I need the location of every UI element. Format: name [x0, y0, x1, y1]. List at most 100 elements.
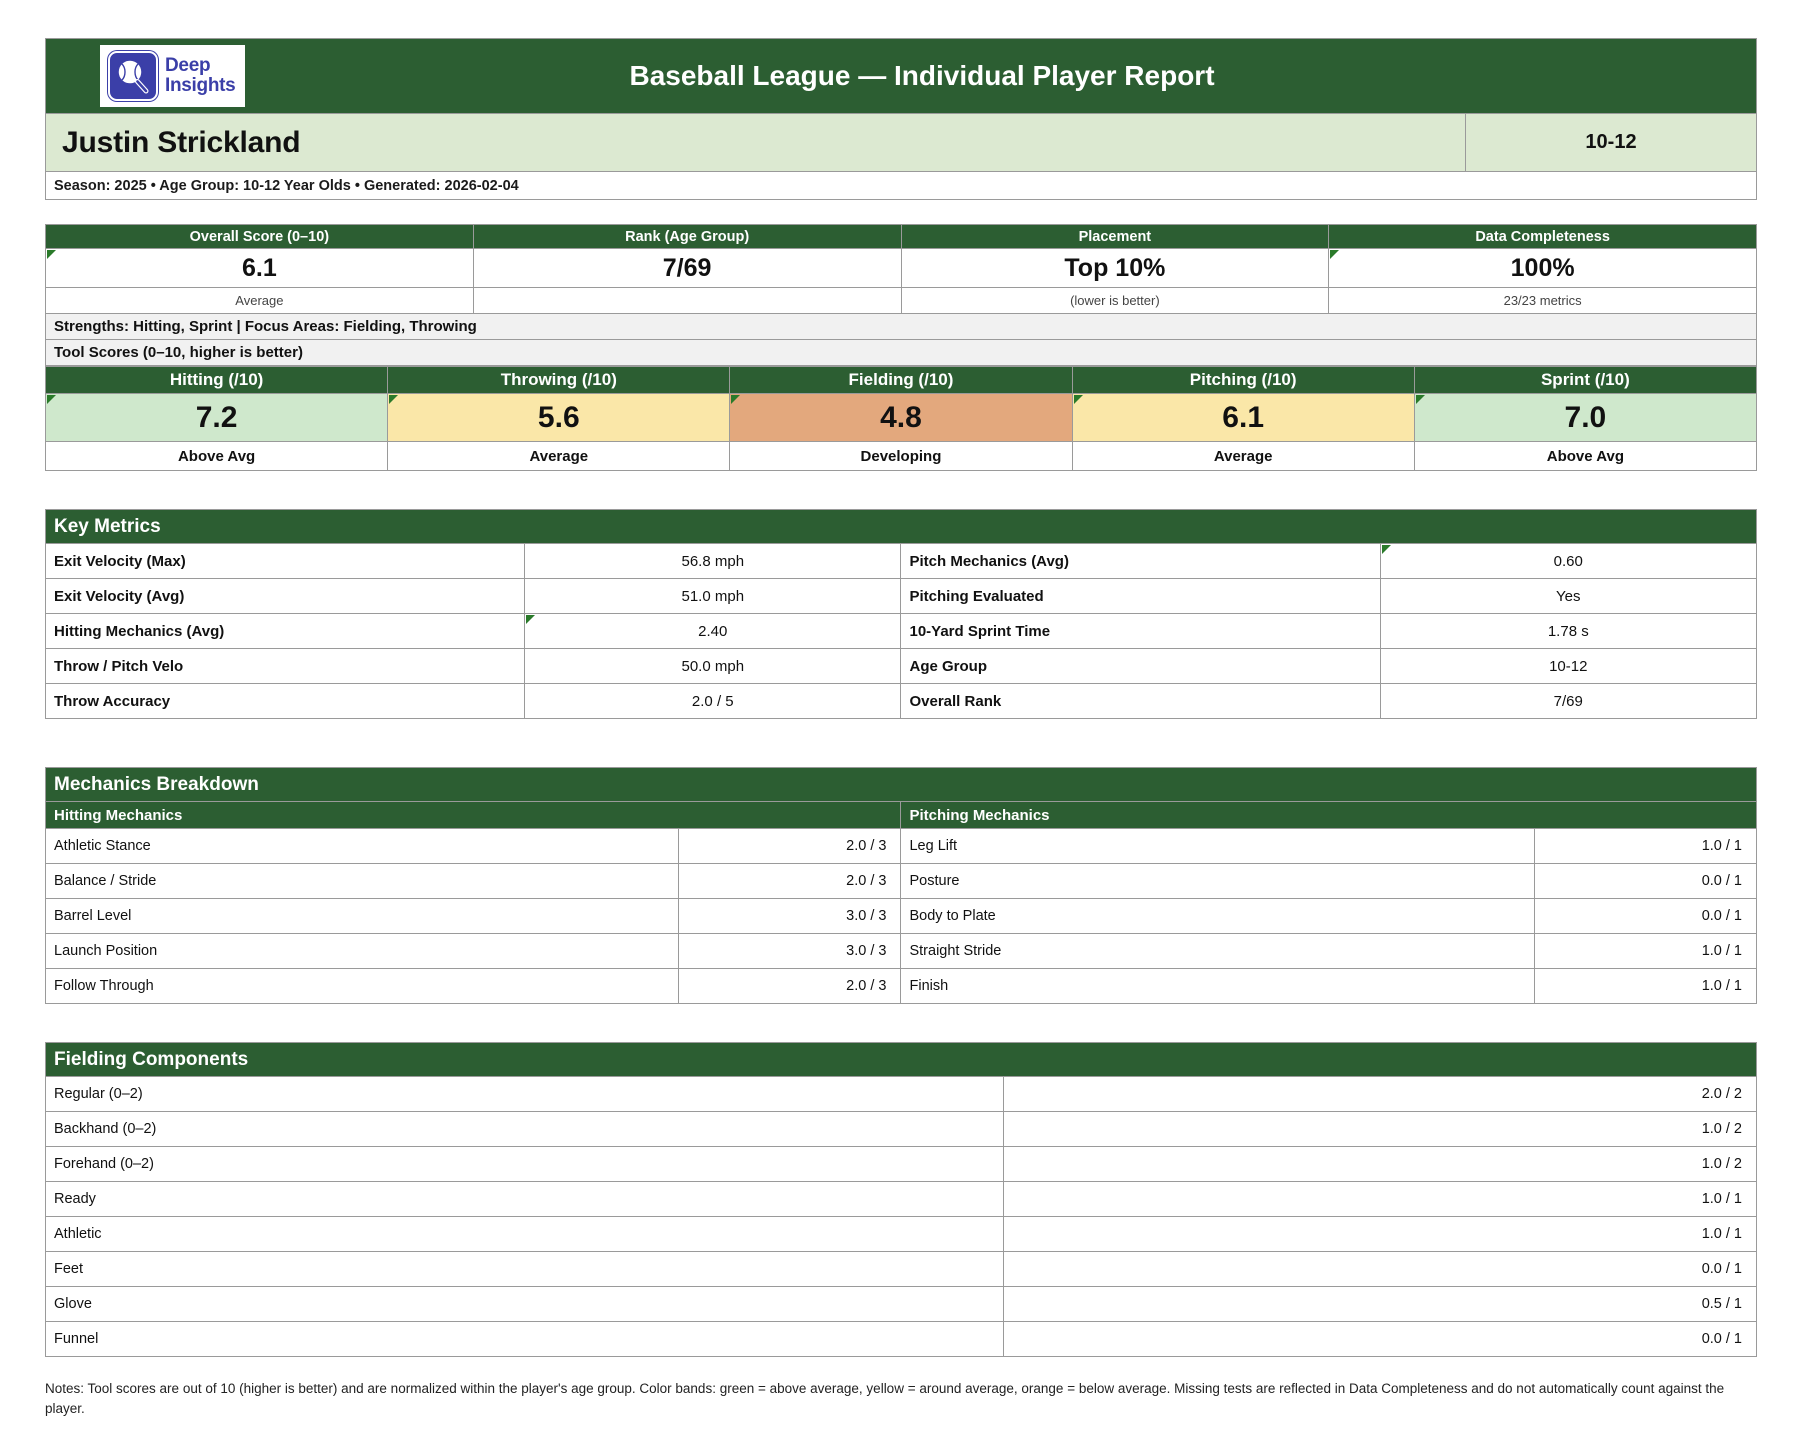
tool-sub-1: Average	[387, 441, 731, 471]
fielding-value: 0.0 / 1	[1003, 1251, 1757, 1287]
fielding-label: Ready	[44, 1181, 1005, 1217]
key-metrics-title-row: Key Metrics	[45, 509, 1757, 544]
kpi-label-0: Overall Score (0–10)	[45, 224, 474, 249]
page-title: Baseball League — Individual Player Repo…	[629, 60, 1215, 91]
kpi-sub-1	[472, 287, 902, 314]
tool-value-3: 6.1	[1071, 393, 1415, 442]
metric-label: Age Group	[900, 648, 1381, 684]
tool-header-row: Hitting (/10) Throwing (/10) Fielding (/…	[44, 366, 1758, 394]
table-row: Balance / Stride 2.0 / 3 Posture 0.0 / 1	[44, 863, 1758, 899]
key-metrics-table: Key Metrics Exit Velocity (Max) 56.8 mph…	[44, 509, 1758, 719]
report-header: Deep Insights Baseball League — Individu…	[45, 38, 1757, 114]
fielding-label: Athletic	[44, 1216, 1005, 1252]
mechanic-label: Finish	[900, 968, 1535, 1004]
brand-line-2: Insights	[165, 75, 236, 96]
mechanic-label: Athletic Stance	[44, 828, 680, 864]
tool-value-1: 5.6	[387, 393, 731, 442]
tool-label-2: Fielding (/10)	[729, 366, 1073, 394]
tool-sub-4: Above Avg	[1413, 441, 1758, 471]
kpi-value-0: 6.1	[45, 248, 474, 288]
footer-notes: Notes: Tool scores are out of 10 (higher…	[45, 1381, 1725, 1416]
mechanic-label: Balance / Stride	[44, 863, 680, 899]
fielding-value: 1.0 / 2	[1003, 1146, 1757, 1182]
metric-value: 2.0 / 5	[524, 683, 902, 719]
tool-value-4: 7.0	[1413, 393, 1758, 442]
fielding-value: 1.0 / 2	[1003, 1111, 1757, 1147]
table-row: Regular (0–2) 2.0 / 2	[44, 1076, 1757, 1112]
pitching-mechanics-header: Pitching Mechanics	[900, 801, 1757, 829]
age-group-badge: 10-12	[1465, 114, 1756, 171]
key-metrics-title: Key Metrics	[45, 509, 1757, 544]
metric-label: Pitch Mechanics (Avg)	[900, 543, 1381, 579]
mechanic-value: 2.0 / 3	[678, 968, 902, 1004]
kpi-label-1: Rank (Age Group)	[472, 224, 902, 249]
table-row: Exit Velocity (Max) 56.8 mph Pitch Mecha…	[44, 543, 1758, 579]
metric-value: 50.0 mph	[524, 648, 902, 684]
fielding-label: Feet	[44, 1251, 1005, 1287]
fielding-value: 2.0 / 2	[1003, 1076, 1757, 1112]
mechanics-title: Mechanics Breakdown	[45, 767, 1757, 802]
mechanics-title-row: Mechanics Breakdown	[45, 767, 1757, 802]
kpi-value-row: 6.1 7/69 Top 10% 100%	[45, 248, 1757, 288]
table-row: Hitting Mechanics (Avg) 2.40 10-Yard Spr…	[44, 613, 1758, 649]
metric-label: Exit Velocity (Max)	[44, 543, 526, 579]
metric-label: Pitching Evaluated	[900, 578, 1381, 614]
table-row: Feet 0.0 / 1	[44, 1251, 1757, 1287]
fielding-value: 0.0 / 1	[1003, 1321, 1757, 1357]
table-row: Backhand (0–2) 1.0 / 2	[44, 1111, 1757, 1147]
fielding-title-row: Fielding Components	[45, 1042, 1757, 1077]
mechanic-label: Body to Plate	[900, 898, 1535, 934]
tool-sub-2: Developing	[729, 441, 1073, 471]
metric-value: 10-12	[1379, 648, 1758, 684]
mechanic-label: Posture	[900, 863, 1535, 899]
report-meta-line: Season: 2025 • Age Group: 10-12 Year Old…	[45, 172, 1757, 200]
mechanic-value: 1.0 / 1	[1533, 828, 1758, 864]
table-row: Forehand (0–2) 1.0 / 2	[44, 1146, 1757, 1182]
tool-sub-3: Average	[1071, 441, 1415, 471]
tool-value-2: 4.8	[729, 393, 1073, 442]
kpi-sub-3: 23/23 metrics	[1328, 287, 1757, 314]
tool-label-0: Hitting (/10)	[44, 366, 389, 394]
metric-value: 7/69	[1379, 683, 1758, 719]
mechanic-value: 1.0 / 1	[1533, 933, 1758, 969]
table-row: Funnel 0.0 / 1	[44, 1321, 1757, 1357]
fielding-label: Forehand (0–2)	[44, 1146, 1005, 1182]
mechanic-label: Barrel Level	[44, 898, 680, 934]
player-band: Justin Strickland 10-12	[45, 114, 1757, 172]
brand-wordmark: Deep Insights	[165, 56, 236, 96]
metric-value: 0.60	[1379, 543, 1758, 579]
kpi-sub-2: (lower is better)	[900, 287, 1330, 314]
fielding-label: Funnel	[44, 1321, 1005, 1357]
kpi-sub-0: Average	[45, 287, 474, 314]
mechanic-label: Launch Position	[44, 933, 680, 969]
fielding-components-table: Fielding Components Regular (0–2) 2.0 / …	[44, 1042, 1757, 1357]
tool-scores-table: Hitting (/10) Throwing (/10) Fielding (/…	[44, 366, 1758, 471]
kpi-sub-row: Average (lower is better) 23/23 metrics	[45, 287, 1757, 314]
metric-label: Throw / Pitch Velo	[44, 648, 526, 684]
mechanics-subheader-row: Hitting Mechanics Pitching Mechanics	[44, 801, 1757, 829]
logo-cell: Deep Insights	[46, 39, 268, 113]
tool-sub-row: Above Avg Average Developing Average Abo…	[44, 441, 1758, 471]
table-row: Athletic 1.0 / 1	[44, 1216, 1757, 1252]
fielding-value: 1.0 / 1	[1003, 1181, 1757, 1217]
kpi-table: Overall Score (0–10) Rank (Age Group) Pl…	[45, 224, 1757, 314]
fielding-label: Backhand (0–2)	[44, 1111, 1005, 1147]
fielding-label: Glove	[44, 1286, 1005, 1322]
table-row: Exit Velocity (Avg) 51.0 mph Pitching Ev…	[44, 578, 1758, 614]
table-row: Throw / Pitch Velo 50.0 mph Age Group 10…	[44, 648, 1758, 684]
mechanic-value: 2.0 / 3	[678, 828, 902, 864]
tool-label-3: Pitching (/10)	[1071, 366, 1415, 394]
brand-logo: Deep Insights	[100, 45, 246, 107]
metric-label: 10-Yard Sprint Time	[900, 613, 1381, 649]
hitting-mechanics-header: Hitting Mechanics	[44, 801, 902, 829]
player-name: Justin Strickland	[62, 125, 301, 159]
metric-value: 51.0 mph	[524, 578, 902, 614]
mechanics-breakdown-table: Mechanics Breakdown Hitting Mechanics Pi…	[44, 767, 1758, 1004]
kpi-label-3: Data Completeness	[1328, 224, 1757, 249]
fielding-value: 0.5 / 1	[1003, 1286, 1757, 1322]
kpi-header-row: Overall Score (0–10) Rank (Age Group) Pl…	[45, 224, 1757, 249]
table-row: Barrel Level 3.0 / 3 Body to Plate 0.0 /…	[44, 898, 1758, 934]
tool-value-row: 7.2 5.6 4.8 6.1 7.0	[44, 393, 1758, 442]
table-row: Throw Accuracy 2.0 / 5 Overall Rank 7/69	[44, 683, 1758, 719]
